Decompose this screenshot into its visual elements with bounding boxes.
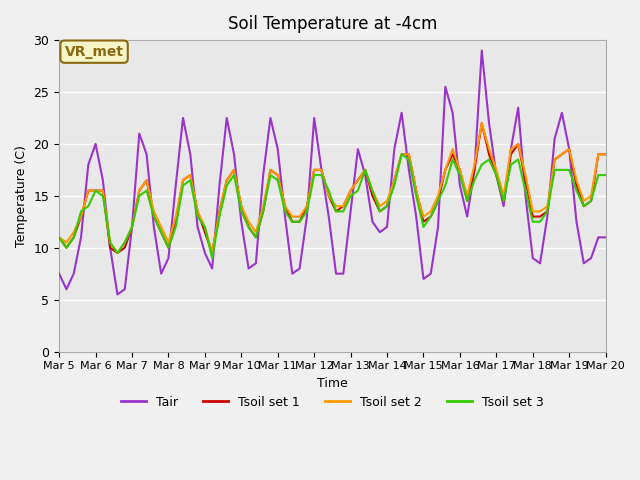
Legend: Tair, Tsoil set 1, Tsoil set 2, Tsoil set 3: Tair, Tsoil set 1, Tsoil set 2, Tsoil se… [116, 391, 548, 414]
X-axis label: Time: Time [317, 377, 348, 390]
Title: Soil Temperature at -4cm: Soil Temperature at -4cm [228, 15, 437, 33]
Y-axis label: Temperature (C): Temperature (C) [15, 145, 28, 247]
Text: VR_met: VR_met [65, 45, 124, 59]
